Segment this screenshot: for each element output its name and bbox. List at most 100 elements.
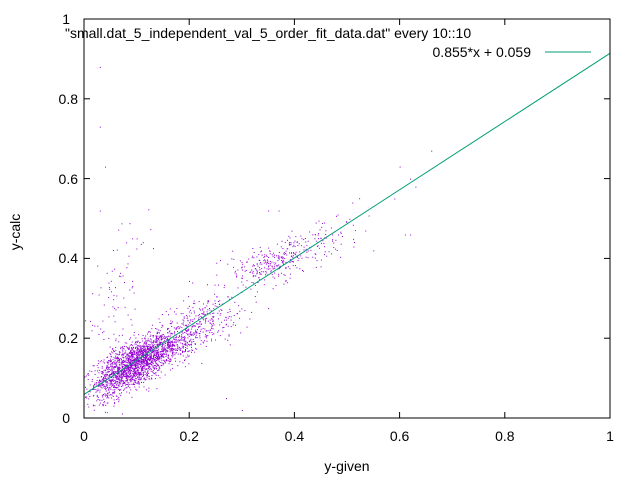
scatter-point — [98, 334, 100, 335]
scatter-point — [156, 337, 158, 339]
scatter-point — [318, 247, 320, 249]
scatter-point — [253, 282, 255, 284]
scatter-point — [186, 318, 188, 319]
scatter-point — [112, 395, 114, 397]
scatter-point — [213, 333, 215, 335]
scatter-point — [144, 350, 146, 352]
scatter-point — [146, 354, 148, 356]
scatter-point — [112, 306, 114, 308]
scatter-point — [189, 315, 191, 317]
scatter-point — [98, 369, 100, 371]
scatter-point — [118, 372, 120, 374]
scatter-point — [152, 361, 154, 363]
scatter-point — [159, 356, 161, 358]
scatter-point — [183, 316, 185, 318]
scatter-point — [120, 371, 122, 372]
scatter-point — [265, 274, 266, 276]
y-tick-label: 0.2 — [59, 330, 79, 346]
scatter-point — [109, 380, 111, 381]
scatter-point — [154, 349, 156, 351]
scatter-point — [202, 308, 204, 310]
scatter-point — [130, 354, 132, 356]
scatter-point — [116, 399, 118, 400]
scatter-point — [129, 358, 131, 360]
scatter-point — [169, 348, 171, 350]
scatter-point — [89, 384, 91, 386]
scatter-point — [118, 379, 120, 381]
scatter-point — [132, 360, 134, 362]
scatter-point — [195, 336, 197, 338]
scatter-point — [134, 353, 136, 355]
scatter-point — [346, 221, 348, 223]
scatter-point — [128, 361, 130, 363]
scatter-point — [207, 320, 209, 322]
scatter-point — [170, 323, 172, 325]
scatter-point — [208, 301, 210, 303]
scatter-point — [124, 375, 126, 377]
scatter-point — [141, 349, 142, 351]
scatter-point — [216, 306, 218, 307]
scatter-point — [140, 359, 142, 361]
scatter-point — [106, 362, 108, 364]
scatter-point — [192, 319, 194, 321]
scatter-point — [179, 349, 181, 351]
scatter-point — [286, 254, 288, 256]
scatter-point — [134, 386, 136, 388]
scatter-point — [244, 310, 246, 312]
scatter-point — [232, 324, 234, 326]
scatter-point — [264, 267, 266, 269]
scatter-point — [139, 347, 141, 349]
scatter-point — [101, 376, 103, 377]
scatter-point — [204, 328, 206, 330]
scatter-point — [138, 349, 140, 351]
scatter-point — [192, 321, 194, 322]
scatter-point — [105, 380, 107, 382]
scatter-point — [128, 349, 130, 350]
scatter-point — [187, 320, 189, 322]
scatter-point — [139, 361, 141, 363]
scatter-point — [167, 329, 169, 331]
scatter-point — [214, 293, 216, 295]
scatter-point — [168, 341, 170, 343]
scatter-point — [139, 376, 141, 378]
scatter-point — [191, 349, 193, 351]
scatter-point — [175, 313, 177, 315]
scatter-point — [259, 259, 261, 261]
scatter-point — [119, 372, 121, 374]
scatter-point — [233, 258, 235, 260]
scatter-point — [121, 374, 123, 376]
scatter-point — [163, 338, 165, 340]
scatter-point — [171, 364, 173, 365]
scatter-point — [110, 291, 112, 293]
scatter-point — [121, 375, 123, 377]
scatter-point — [99, 361, 101, 363]
scatter-point — [139, 360, 141, 362]
scatter-point — [187, 334, 189, 336]
scatter-point — [87, 373, 89, 375]
scatter-point — [140, 348, 142, 350]
scatter-point — [131, 341, 133, 343]
scatter-point — [147, 345, 149, 347]
scatter-point — [102, 384, 104, 386]
scatter-point — [92, 365, 94, 367]
scatter-point — [303, 246, 305, 248]
scatter-point — [263, 260, 265, 262]
scatter-point — [143, 349, 145, 351]
scatter-point — [187, 333, 189, 335]
scatter-point — [127, 372, 129, 374]
scatter-point — [152, 344, 154, 346]
scatter-point — [109, 391, 110, 393]
scatter-point — [110, 369, 112, 371]
scatter-point — [126, 375, 128, 377]
scatter-point — [212, 322, 214, 324]
scatter-point — [125, 359, 127, 361]
scatter-point — [126, 361, 128, 363]
scatter-point — [113, 370, 115, 372]
scatter-point — [155, 360, 157, 362]
scatter-point — [97, 388, 99, 390]
scatter-point — [315, 266, 317, 268]
scatter-point — [123, 348, 125, 350]
scatter-point — [158, 329, 160, 331]
scatter-point — [121, 380, 123, 381]
scatter-point — [155, 352, 157, 354]
